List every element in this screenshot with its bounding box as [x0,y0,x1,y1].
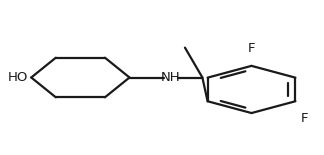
Text: F: F [248,42,255,55]
Text: F: F [301,112,309,125]
Text: NH: NH [161,71,180,84]
Text: HO: HO [8,71,28,84]
